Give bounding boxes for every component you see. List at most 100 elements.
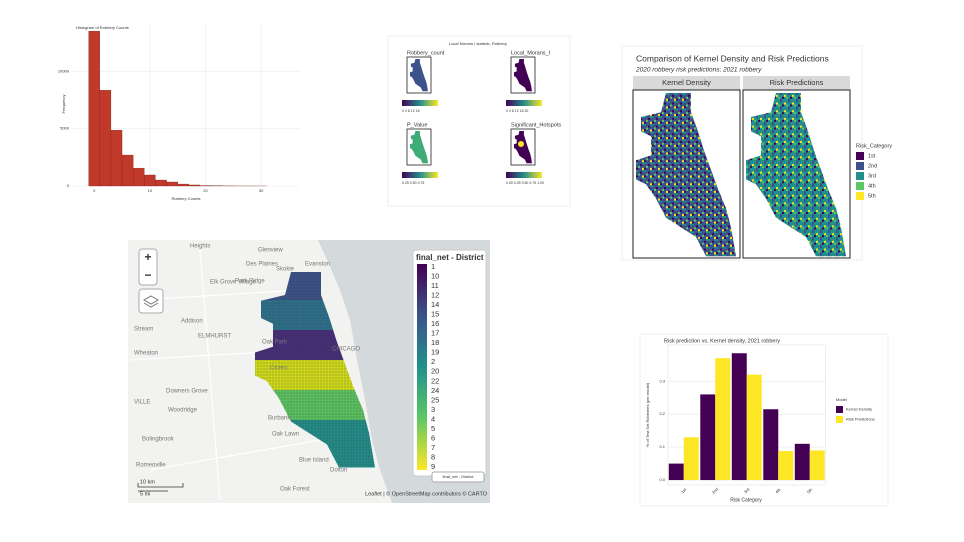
place-label: VILLE (134, 400, 150, 406)
legend-label: 2 (431, 357, 435, 366)
legend-label: 4th (868, 183, 876, 189)
place-label: Downers Grove (166, 389, 208, 395)
legend-label: 4 (431, 414, 435, 423)
legend-swatch (856, 152, 864, 160)
chart-title: Histogram of Robbery Counts (76, 25, 129, 30)
y-tick-label: 0.2 (659, 411, 665, 416)
x-tick-label: 5th (806, 487, 813, 494)
morans-maps: Robbery_count 0 4 8 12 16 Local_Morans_I 0 … (402, 50, 561, 185)
place-label: Evanston (305, 262, 330, 268)
place-label: Glenview (258, 248, 283, 254)
bar (99, 90, 112, 187)
bar (110, 129, 123, 187)
x-tick-label: 10 (148, 188, 153, 193)
legend-label: 5 (431, 424, 435, 433)
legend-label: 9 (431, 462, 435, 471)
legend-label: 17 (431, 329, 439, 338)
legend-label: 6 (431, 433, 435, 442)
layers-control[interactable] (138, 288, 164, 314)
scale-mi: 5 mi (140, 491, 150, 497)
legend-swatch (836, 406, 843, 413)
zoom-out[interactable]: − (144, 268, 151, 282)
place-label: Elk Grove Village (210, 280, 257, 286)
legend-label: 20 (431, 367, 439, 376)
map-label: Robbery_count (407, 50, 445, 56)
y-tick-label: 0.0 (659, 477, 665, 482)
legend-label: 16 (431, 319, 439, 328)
bar (668, 463, 684, 481)
x-tick-label: 0 (93, 188, 96, 193)
roads (129, 249, 321, 501)
place-labels: Heights Glenview Des Plaines Evanston Skokie… (134, 244, 360, 493)
place-label: Skokie (276, 267, 295, 273)
bar (715, 358, 731, 481)
legend-label: 7 (431, 443, 435, 452)
legend-label: 22 (431, 376, 439, 385)
place-label: ELMHURST (198, 334, 231, 340)
colorbar-labels: 0 4 8 12 16 (402, 109, 420, 113)
legend-label: Risk Predictions (846, 417, 875, 422)
colorbar-labels: 0 4 8 12 16 20 (506, 109, 528, 113)
colorbar (506, 100, 542, 106)
legend-label: 3 (431, 405, 435, 414)
leaflet-panel: Heights Glenview Des Plaines Evanston Skokie… (128, 240, 490, 503)
legend-label: 8 (431, 452, 435, 461)
x-tick-label: 1st (680, 486, 688, 494)
layer-toggle-label[interactable]: final_net - District (443, 474, 475, 479)
legend-label: 3rd (868, 173, 876, 179)
place-label: Stream (134, 327, 153, 333)
map-label: Local_Morans_I (511, 50, 551, 56)
legend-label: 11 (431, 281, 439, 290)
bar (794, 443, 810, 481)
scale-km: 10 km (140, 479, 155, 485)
bar (155, 179, 167, 187)
legend-label: 2nd (868, 163, 877, 169)
morans-panel: Local Morans I statistic, Robbery Robber… (387, 35, 571, 207)
legend-swatch (856, 192, 864, 200)
facet-strip (633, 76, 740, 90)
legend-swatch (417, 264, 427, 470)
bar (683, 437, 699, 481)
layer-toggle[interactable] (431, 471, 485, 483)
legend-label: 18 (431, 338, 439, 347)
zoom-control[interactable] (138, 248, 158, 286)
hotspot (518, 141, 524, 147)
y-axis-label: % of Test Set Robberies (per model) (645, 382, 650, 447)
legend-label: 19 (431, 348, 439, 357)
place-label: Cicero (270, 366, 288, 372)
bar (144, 174, 156, 187)
y-tick-label: 0 (67, 183, 70, 188)
colorbar (402, 172, 438, 178)
place-label: Park Ridge (235, 279, 265, 285)
legend-title: final_net - District (416, 253, 484, 262)
x-tick-label: 4th (774, 487, 781, 494)
colorbar (506, 172, 542, 178)
bar (88, 31, 100, 187)
legend-title: Model (836, 397, 847, 402)
legend-swatch (856, 182, 864, 190)
legend-swatch (856, 162, 864, 170)
map-label: Significant_Hotspots (511, 122, 561, 128)
place-label: Oak Lawn (272, 432, 299, 438)
legend-label: 1 (431, 262, 435, 271)
legend-label: 5th (868, 193, 876, 199)
place-label: Dolton (330, 468, 347, 474)
attribution[interactable]: Leaflet | © OpenStreetMap contributors ©… (365, 490, 488, 497)
place-label: Wheaton (134, 351, 158, 357)
legend: 1st 2nd 3rd 4th 5th (856, 152, 877, 200)
place-label: Woodridge (168, 408, 198, 414)
legend-label: 12 (431, 291, 439, 300)
y-tick-label: 10000 (58, 68, 70, 73)
panel-title: Local Morans I statistic, Robbery (449, 41, 507, 46)
zoom-in[interactable]: + (144, 250, 151, 264)
legend-label: 10 (431, 272, 439, 281)
legend-label: 15 (431, 310, 439, 319)
colorbar-labels: 0.00 0.25 0.50 0.75 1.00 (506, 181, 544, 185)
facet-label: Risk Predictions (770, 78, 824, 87)
bar (177, 183, 189, 187)
chart-title: Risk prediction vs. Kernel density, 2021… (664, 338, 780, 344)
bar (763, 409, 779, 481)
legend-label: 25 (431, 395, 439, 404)
